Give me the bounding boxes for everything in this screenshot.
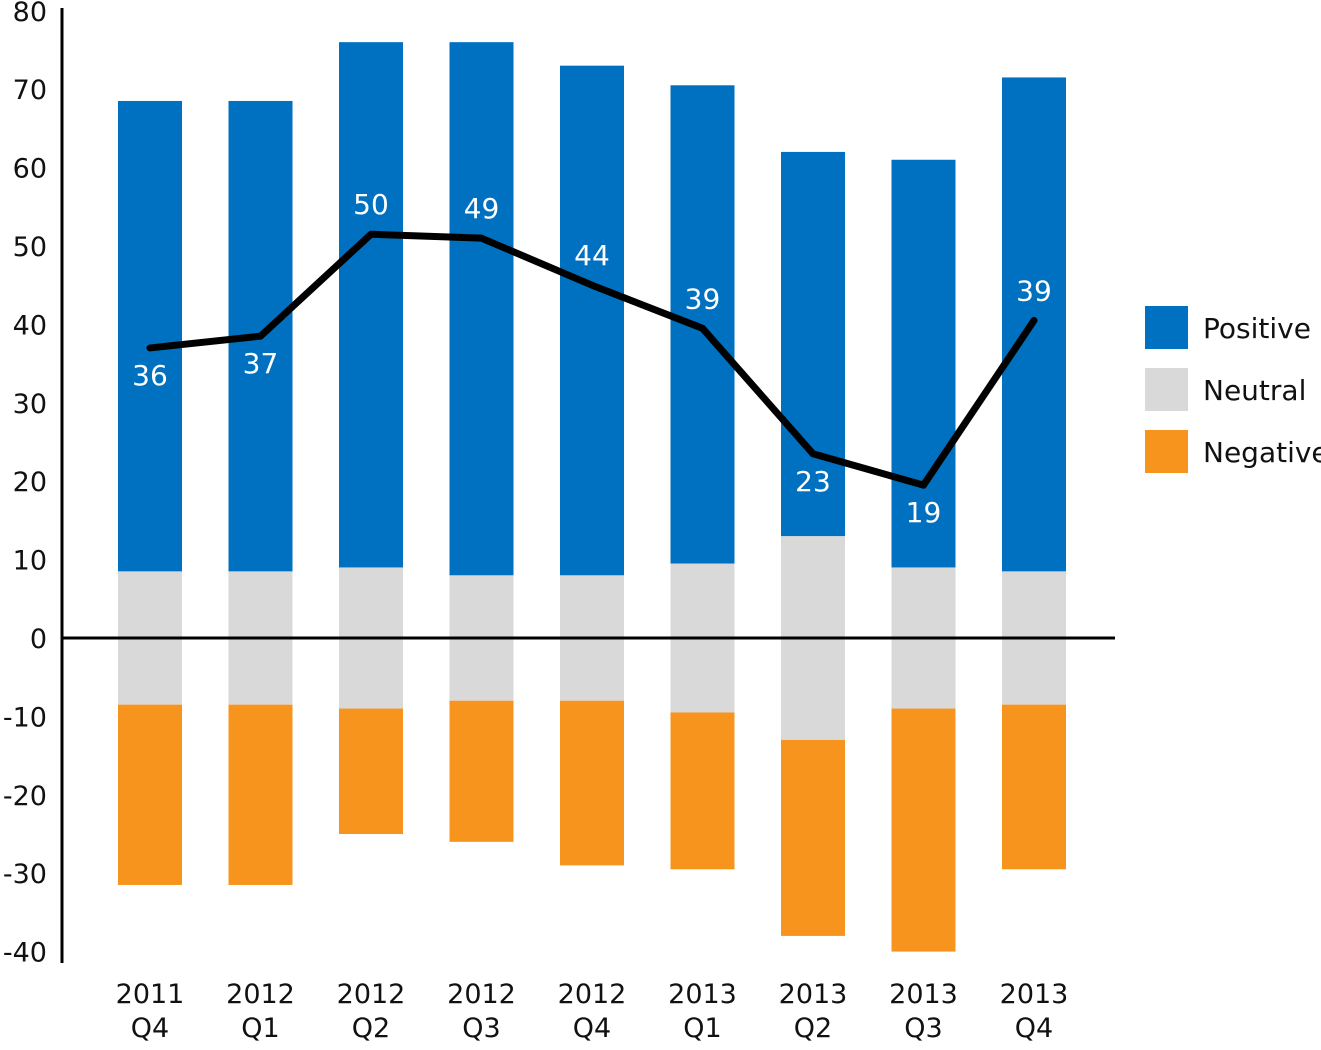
- x-tick-label: 2013 Q4: [1000, 979, 1069, 1044]
- x-tick-label: 2012 Q3: [447, 979, 516, 1044]
- axis-layer: 80 70 60 50 40 30 20 10 0 -10 -20 -30 -40 2011 Q4 2012 Q…: [3, 0, 1115, 1044]
- x-tick-label: 2013 Q1: [668, 979, 737, 1044]
- legend-label-neutral: Neutral: [1203, 374, 1306, 407]
- legend-label-negative: Negative: [1203, 436, 1321, 469]
- y-tick-label: 60: [13, 154, 47, 185]
- y-tick-label: -10: [3, 702, 47, 733]
- line-value-label: 37: [243, 347, 279, 380]
- line-value-label: 49: [464, 192, 500, 225]
- bar-positive-2013-q1: [670, 85, 735, 564]
- legend-swatch-neutral: [1145, 368, 1188, 411]
- x-tick-label: 2012 Q2: [337, 979, 406, 1044]
- bar-negative-2013-q1: [670, 712, 735, 870]
- y-tick-label: 50: [13, 232, 47, 263]
- line-value-label: 44: [574, 239, 610, 272]
- line-value-label: 23: [795, 465, 831, 498]
- bar-negative-2012-q2: [339, 708, 403, 834]
- legend-swatch-positive: [1145, 306, 1188, 349]
- y-tick-label: -30: [3, 859, 47, 890]
- y-tick-label: 20: [13, 467, 47, 498]
- line-layer: [146, 230, 1038, 489]
- x-tick-label: 2012 Q1: [226, 979, 295, 1044]
- y-tick-label: 10: [13, 546, 47, 577]
- bar-positive-2012-q4: [560, 65, 624, 576]
- bar-positive-2013-q2: [781, 151, 845, 537]
- bar-negative-2013-q2: [781, 739, 845, 936]
- y-tick-label: 40: [13, 310, 47, 341]
- bar-negative-2013-q4: [1002, 704, 1066, 870]
- x-tick-label: 2012 Q4: [558, 979, 627, 1044]
- line-value-label: 39: [1016, 274, 1052, 307]
- bar-positive-2013-q3: [891, 159, 956, 568]
- y-tick-label: 30: [13, 389, 47, 420]
- legend: Positive Neutral Negative: [1145, 306, 1321, 473]
- line-value-label: 36: [132, 359, 168, 392]
- bar-positive-2012-q2: [339, 42, 403, 568]
- y-tick-label: -20: [3, 781, 47, 812]
- bar-positive-2012-q3: [449, 42, 514, 576]
- bar-negative-2012-q3: [449, 700, 514, 842]
- labels-layer: 36 37 50 49 44 39 23 19 39: [132, 188, 1052, 529]
- bar-positive-2011-q4: [118, 100, 182, 572]
- bar-negative-2013-q3: [891, 708, 956, 952]
- y-tick-label: 80: [13, 0, 47, 28]
- legend-label-positive: Positive: [1203, 312, 1311, 345]
- net-line: [146, 230, 1038, 489]
- x-tick-label: 2011 Q4: [116, 979, 185, 1044]
- bar-negative-2011-q4: [118, 704, 182, 885]
- line-value-label: 50: [353, 188, 389, 221]
- legend-swatch-negative: [1145, 430, 1188, 473]
- x-tick-label: 2013 Q3: [889, 979, 958, 1044]
- line-value-label: 39: [685, 282, 721, 315]
- bar-negative-2012-q1: [228, 704, 293, 885]
- line-value-label: 19: [906, 496, 942, 529]
- y-tick-label: 70: [13, 75, 47, 106]
- y-tick-label: 0: [30, 624, 47, 655]
- bar-negative-2012-q4: [560, 700, 624, 866]
- x-tick-label: 2013 Q2: [779, 979, 848, 1044]
- y-tick-label: -40: [3, 938, 47, 969]
